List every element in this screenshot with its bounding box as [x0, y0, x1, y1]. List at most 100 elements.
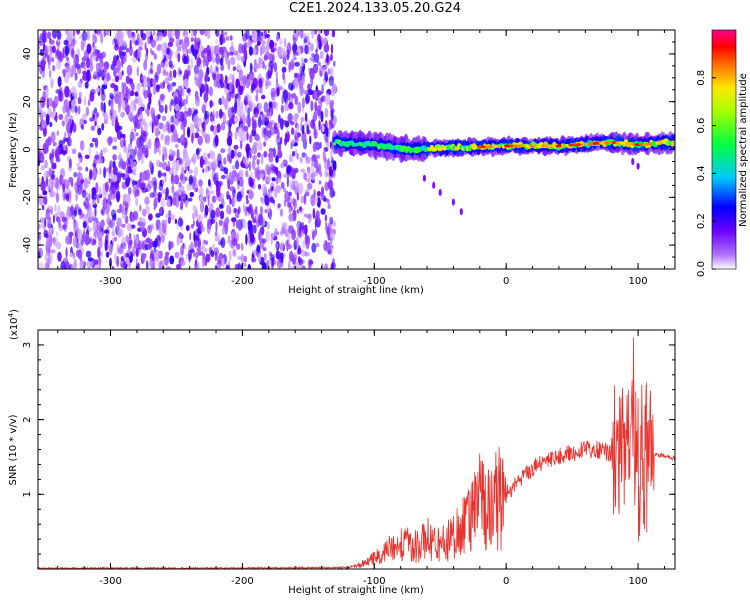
noise-speckle	[209, 115, 214, 122]
noise-speckle	[188, 169, 193, 175]
noise-speckle	[152, 78, 157, 87]
noise-speckle	[170, 124, 175, 133]
noise-speckle	[168, 83, 174, 92]
noise-speckle	[268, 101, 273, 109]
noise-speckle	[310, 43, 314, 52]
noise-speckle	[164, 104, 168, 114]
noise-speckle	[208, 207, 211, 213]
noise-speckle	[121, 56, 124, 68]
noise-speckle	[95, 87, 100, 93]
noise-speckle	[93, 107, 98, 114]
noise-speckle	[193, 166, 199, 177]
noise-speckle	[230, 56, 236, 66]
noise-speckle	[187, 197, 193, 202]
noise-speckle	[64, 113, 69, 123]
noise-speckle	[86, 43, 92, 55]
band-hotspot	[508, 144, 515, 148]
noise-speckle	[150, 47, 153, 54]
noise-speckle	[50, 249, 56, 254]
noise-speckle	[260, 31, 264, 37]
noise-speckle	[212, 73, 217, 81]
noise-speckle	[162, 161, 168, 170]
noise-speckle	[139, 226, 145, 232]
noise-speckle	[147, 37, 151, 45]
noise-speckle	[155, 71, 159, 76]
noise-speckle	[284, 132, 288, 145]
noise-speckle	[258, 231, 261, 241]
noise-speckle	[95, 56, 98, 62]
noise-speckle	[276, 76, 278, 86]
noise-speckle	[306, 166, 311, 174]
noise-speckle	[246, 73, 249, 80]
noise-speckle	[287, 113, 293, 123]
noise-speckle	[167, 123, 172, 134]
bottom-y-axis: 1 2 3	[22, 342, 675, 555]
noise-speckle	[144, 121, 148, 132]
noise-speckle	[232, 66, 237, 72]
noise-speckle	[64, 131, 67, 140]
noise-speckle	[306, 214, 312, 219]
noise-speckle	[137, 97, 143, 107]
noise-speckle	[63, 39, 69, 46]
noise-speckle	[138, 39, 144, 48]
band-hotspot	[598, 141, 607, 145]
noise-speckle	[234, 130, 238, 140]
noise-speckle	[188, 107, 192, 117]
noise-speckle	[127, 169, 133, 174]
noise-speckle	[154, 127, 160, 137]
noise-speckle	[101, 123, 105, 131]
noise-speckle	[113, 236, 118, 242]
noise-speckle	[158, 104, 164, 113]
noise-speckle	[85, 106, 89, 117]
noise-speckle	[330, 53, 333, 62]
noise-speckle	[201, 240, 205, 252]
noise-speckle	[259, 111, 264, 116]
noise-speckle	[268, 210, 272, 221]
noise-speckle	[301, 97, 305, 109]
noise-speckle	[293, 114, 298, 123]
noise-speckle	[221, 46, 227, 54]
noise-speckle	[86, 30, 91, 41]
noise-speckle	[242, 218, 247, 229]
noise-speckle	[166, 71, 169, 77]
noise-speckle	[180, 121, 184, 131]
noise-speckle	[121, 161, 127, 170]
noise-speckle	[108, 177, 111, 183]
noise-speckle	[112, 109, 117, 121]
noise-speckle	[248, 46, 253, 56]
noise-speckle	[126, 64, 133, 76]
tail-speckle	[451, 198, 455, 206]
noise-speckle	[317, 218, 320, 223]
noise-speckle	[105, 239, 109, 251]
noise-speckle	[94, 263, 99, 269]
noise-speckle	[229, 73, 234, 81]
noise-speckle	[111, 195, 114, 201]
noise-speckle	[268, 121, 273, 130]
noise-speckle	[309, 135, 312, 145]
x-tick-label: 0	[503, 276, 509, 287]
noise-speckle	[125, 75, 131, 85]
noise-speckle	[52, 65, 56, 72]
noise-speckle	[307, 41, 311, 46]
noise-speckle	[76, 30, 80, 35]
noise-speckle	[91, 168, 97, 180]
noise-speckle	[326, 199, 330, 204]
noise-speckle	[196, 154, 200, 160]
noise-speckle	[41, 165, 45, 171]
noise-speckle	[237, 151, 242, 158]
noise-speckle	[149, 258, 153, 268]
noise-speckle	[328, 76, 334, 87]
noise-speckle	[264, 209, 268, 214]
noise-speckle	[167, 216, 172, 224]
noise-speckle	[122, 82, 127, 91]
noise-speckle	[89, 169, 93, 181]
noise-speckle	[298, 256, 301, 264]
noise-speckle	[152, 85, 157, 96]
noise-speckle	[265, 230, 270, 242]
noise-speckle	[196, 57, 201, 67]
noise-speckle	[186, 126, 191, 138]
noise-speckle	[122, 100, 126, 111]
noise-speckle	[294, 72, 298, 79]
noise-speckle	[71, 87, 77, 98]
noise-speckle	[163, 223, 166, 234]
